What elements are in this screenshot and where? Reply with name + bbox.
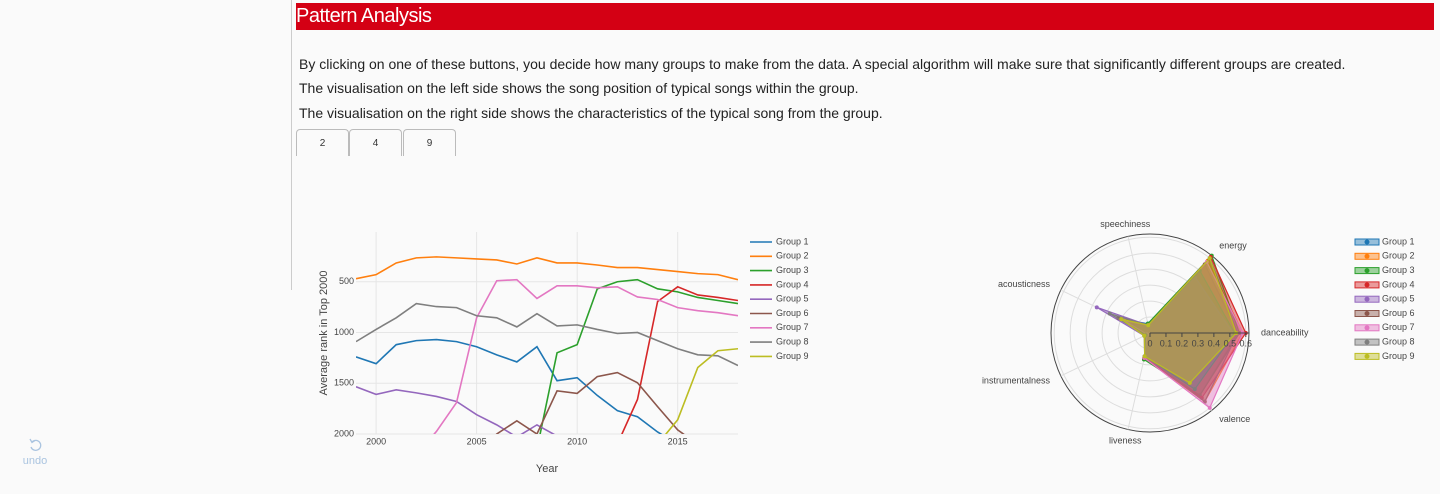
legend-label: Group 7 bbox=[1382, 322, 1415, 332]
radial-tick-label: 0 bbox=[1147, 338, 1152, 348]
radial-tick-label: 0.6 bbox=[1240, 338, 1253, 348]
legend-label: Group 4 bbox=[1382, 279, 1415, 289]
radar-point bbox=[1207, 405, 1212, 410]
category-label: liveness bbox=[1109, 436, 1142, 446]
undo-icon bbox=[29, 438, 42, 451]
legend-label: Group 7 bbox=[776, 322, 809, 332]
y-axis-label: Average rank in Top 2000 bbox=[318, 271, 330, 396]
category-label: valence bbox=[1219, 414, 1250, 424]
line bbox=[356, 386, 556, 434]
radar-point bbox=[1207, 256, 1212, 261]
group-button[interactable]: 9 bbox=[403, 129, 456, 156]
radar-area bbox=[1120, 256, 1237, 384]
x-axis-label: Year bbox=[536, 463, 559, 475]
sidebar-divider bbox=[291, 0, 292, 290]
line bbox=[356, 338, 663, 434]
category-label: energy bbox=[1219, 241, 1247, 251]
radial-tick-label: 0.5 bbox=[1224, 338, 1237, 348]
legend-label: Group 6 bbox=[1382, 308, 1415, 318]
legend-label: Group 4 bbox=[776, 279, 809, 289]
x-tick-label: 2015 bbox=[668, 436, 688, 446]
group-button[interactable]: 2 bbox=[296, 129, 349, 156]
legend-label: Group 1 bbox=[1382, 236, 1415, 246]
legend-dot bbox=[1364, 253, 1370, 259]
legend-dot bbox=[1364, 282, 1370, 288]
radar-point bbox=[1142, 354, 1147, 359]
line bbox=[495, 371, 685, 434]
plot-lines bbox=[356, 256, 738, 434]
radar-point bbox=[1119, 317, 1124, 322]
legend-dot bbox=[1364, 239, 1370, 245]
undo-button[interactable]: undo bbox=[14, 438, 56, 467]
line bbox=[433, 278, 738, 434]
line bbox=[356, 302, 738, 367]
radar-point bbox=[1107, 311, 1112, 316]
radial-tick-label: 0.1 bbox=[1160, 338, 1173, 348]
category-label: acousticness bbox=[998, 279, 1051, 289]
legend-dot bbox=[1364, 339, 1370, 345]
radar-point bbox=[1094, 305, 1099, 310]
radar-point bbox=[1142, 333, 1147, 338]
group-button[interactable]: 4 bbox=[349, 129, 402, 156]
category-label: speechiness bbox=[1100, 219, 1151, 229]
y-tick-label: 1500 bbox=[334, 378, 354, 388]
legend-dot bbox=[1364, 296, 1370, 302]
line bbox=[621, 285, 738, 434]
category-label: danceability bbox=[1261, 327, 1309, 337]
x-tick-label: 2005 bbox=[467, 436, 487, 446]
x-tick-label: 2010 bbox=[567, 436, 587, 446]
legend-label: Group 3 bbox=[776, 265, 809, 275]
legend-dot bbox=[1364, 325, 1370, 331]
spoke bbox=[1060, 332, 1151, 377]
line bbox=[664, 347, 738, 434]
legend-label: Group 2 bbox=[776, 251, 809, 261]
legend-dot bbox=[1364, 353, 1370, 359]
radar-point bbox=[1187, 380, 1192, 385]
radial-tick-label: 0.4 bbox=[1208, 338, 1221, 348]
x-tick-label: 2000 bbox=[366, 436, 386, 446]
y-tick-label: 2000 bbox=[334, 428, 354, 438]
radial-tick-label: 0.2 bbox=[1176, 338, 1189, 348]
category-label: instrumentalness bbox=[982, 376, 1051, 386]
y-tick-label: 1000 bbox=[334, 327, 354, 337]
radar-point bbox=[1192, 387, 1197, 392]
legend-label: Group 3 bbox=[1382, 265, 1415, 275]
legend-label: Group 8 bbox=[776, 336, 809, 346]
spoke bbox=[1127, 332, 1151, 430]
legend-label: Group 5 bbox=[776, 294, 809, 304]
legend-label: Group 5 bbox=[1382, 294, 1415, 304]
legend-label: Group 6 bbox=[776, 308, 809, 318]
legend-dot bbox=[1364, 311, 1370, 316]
line bbox=[356, 256, 738, 281]
y-tick-label: 500 bbox=[339, 276, 354, 286]
line bbox=[539, 278, 738, 434]
legend-label: Group 2 bbox=[1382, 251, 1415, 261]
paragraph: The visualisation on the right side show… bbox=[299, 105, 883, 121]
legend-label: Group 9 bbox=[1382, 351, 1415, 361]
paragraph: The visualisation on the left side shows… bbox=[299, 80, 859, 96]
spoke bbox=[1127, 236, 1151, 334]
undo-label: undo bbox=[22, 455, 48, 467]
radar-point bbox=[1146, 323, 1151, 328]
radial-tick-label: 0.3 bbox=[1192, 338, 1205, 348]
section-header: Pattern Analysis bbox=[296, 3, 1434, 30]
legend-dot bbox=[1364, 268, 1370, 274]
legend-label: Group 8 bbox=[1382, 336, 1415, 346]
legend-label: Group 9 bbox=[776, 351, 809, 361]
legend-label: Group 1 bbox=[776, 236, 809, 246]
paragraph: By clicking on one of these buttons, you… bbox=[299, 56, 1346, 72]
